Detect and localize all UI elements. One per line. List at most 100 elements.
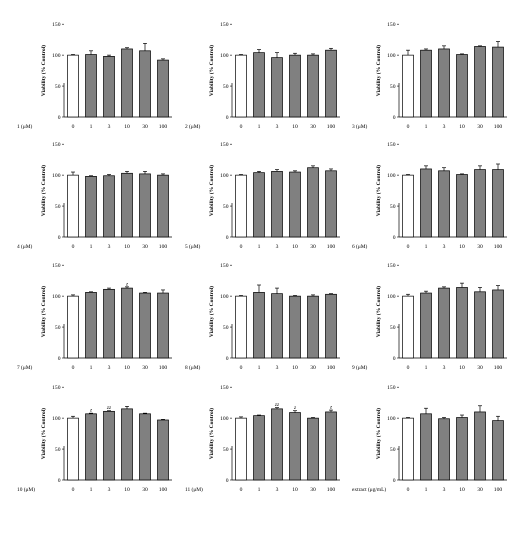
y-tick-label: 0 bbox=[393, 478, 396, 484]
x-tick-label: 10 bbox=[292, 244, 298, 250]
y-tick-label: 50 bbox=[223, 325, 229, 331]
treated-bar bbox=[121, 408, 133, 481]
y-tick-label: 0 bbox=[393, 356, 396, 362]
x-tick-label: 1 bbox=[90, 244, 93, 250]
x-tick-label: 0 bbox=[407, 244, 410, 250]
x-tick-label: 30 bbox=[310, 124, 316, 130]
y-tick-label: 50 bbox=[390, 84, 396, 90]
x-tick-label: 0 bbox=[407, 365, 410, 371]
treated-bar bbox=[438, 287, 450, 359]
compound-label: 2 (μM) bbox=[185, 123, 201, 130]
treated-bar bbox=[139, 50, 151, 118]
compound-label: 5 (μM) bbox=[185, 243, 201, 250]
treated-bar bbox=[253, 415, 265, 481]
chart-panel: 0 50 100 150 Viability (% Control) 5 (μM) 0 1 3 1… bbox=[185, 142, 340, 250]
chart-panel: 0 50 100 150 Viability (% Control) 8 (μM) 0 1 3 1… bbox=[185, 263, 340, 371]
x-tick-label: 3 bbox=[276, 244, 279, 250]
treated-bar bbox=[492, 289, 504, 359]
y-tick-label: 150 bbox=[220, 263, 229, 269]
x-tick-label: 30 bbox=[310, 365, 316, 371]
x-tick-label: 30 bbox=[142, 365, 148, 371]
compound-label: extract (μg/mL) bbox=[352, 486, 386, 493]
y-axis-title: Viability (% Control) bbox=[40, 165, 47, 216]
treated-bar bbox=[492, 169, 504, 238]
x-tick-label: 1 bbox=[90, 124, 93, 130]
treated-bar bbox=[85, 292, 97, 359]
treated-bar bbox=[253, 52, 265, 118]
treated-bar bbox=[85, 54, 97, 118]
treated-bar bbox=[103, 288, 115, 359]
y-tick-label: 100 bbox=[220, 294, 229, 300]
y-tick-label: 50 bbox=[390, 447, 396, 453]
x-tick-label: 1 bbox=[90, 365, 93, 371]
x-tick-label: 3 bbox=[108, 124, 111, 130]
treated-bar bbox=[271, 57, 283, 118]
x-tick-label: 30 bbox=[477, 365, 483, 371]
y-axis-title: Viability (% Control) bbox=[40, 45, 47, 96]
control-bar bbox=[67, 295, 79, 359]
y-tick-label: 50 bbox=[55, 447, 61, 453]
y-tick-label: 100 bbox=[52, 416, 61, 422]
treated-bar bbox=[456, 174, 468, 238]
chart-panel: 0 50 100 150 Viability (% Control) 10 (μM) 0 1 z… bbox=[17, 385, 172, 493]
control-bar bbox=[402, 174, 414, 238]
y-tick-label: 150 bbox=[387, 385, 396, 391]
x-tick-label: 1 bbox=[425, 244, 428, 250]
y-tick-label: 150 bbox=[52, 22, 61, 28]
treated-bar bbox=[307, 54, 319, 118]
y-tick-label: 150 bbox=[52, 263, 61, 269]
x-tick-label: 30 bbox=[142, 244, 148, 250]
y-tick-label: 0 bbox=[58, 235, 61, 241]
significance-mark: zz bbox=[106, 405, 112, 411]
control-bar bbox=[235, 174, 247, 238]
x-tick-label: 0 bbox=[72, 244, 75, 250]
treated-bar bbox=[103, 56, 115, 118]
treated-bar bbox=[121, 172, 133, 238]
treated-bar bbox=[325, 49, 337, 118]
treated-bar bbox=[438, 418, 450, 481]
y-tick-label: 150 bbox=[52, 142, 61, 148]
x-tick-label: 10 bbox=[124, 244, 130, 250]
y-tick-label: 150 bbox=[220, 22, 229, 28]
significance-mark: z bbox=[89, 408, 93, 414]
treated-bar bbox=[289, 171, 301, 238]
treated-bar bbox=[289, 412, 301, 481]
treated-bar bbox=[121, 287, 133, 359]
x-tick-label: 0 bbox=[240, 487, 243, 493]
y-tick-label: 150 bbox=[220, 142, 229, 148]
x-tick-label: 0 bbox=[240, 365, 243, 371]
x-tick-label: 3 bbox=[276, 365, 279, 371]
y-axis-title: Viability (% Control) bbox=[208, 45, 215, 96]
y-axis-title: Viability (% Control) bbox=[40, 408, 47, 459]
treated-bar bbox=[456, 417, 468, 481]
compound-label: 3 (μM) bbox=[352, 123, 368, 130]
treated-bar bbox=[139, 292, 151, 359]
treated-bar bbox=[85, 413, 97, 481]
treated-bar bbox=[103, 175, 115, 238]
y-tick-label: 0 bbox=[58, 478, 61, 484]
y-tick-label: 50 bbox=[390, 325, 396, 331]
x-tick-label: 3 bbox=[108, 487, 111, 493]
y-tick-label: 0 bbox=[226, 356, 229, 362]
compound-label: 10 (μM) bbox=[17, 486, 35, 493]
x-tick-label: 3 bbox=[276, 124, 279, 130]
x-tick-label: 10 bbox=[459, 487, 465, 493]
x-tick-label: 3 bbox=[108, 365, 111, 371]
chart-panel: 0 50 100 150 Viability (% Control) 2 (μM) 0 1 3 1… bbox=[185, 22, 340, 130]
x-tick-label: 10 bbox=[459, 124, 465, 130]
treated-bar bbox=[456, 54, 468, 118]
treated-bar bbox=[139, 173, 151, 238]
x-tick-label: 30 bbox=[310, 244, 316, 250]
control-bar bbox=[235, 417, 247, 481]
treated-bar bbox=[157, 292, 169, 359]
y-tick-label: 100 bbox=[387, 53, 396, 59]
control-bar bbox=[402, 417, 414, 481]
x-tick-label: 3 bbox=[443, 124, 446, 130]
compound-label: 6 (μM) bbox=[352, 243, 368, 250]
x-tick-label: 1 bbox=[425, 124, 428, 130]
x-tick-label: 10 bbox=[124, 487, 130, 493]
y-tick-label: 150 bbox=[387, 22, 396, 28]
treated-bar bbox=[307, 167, 319, 238]
y-axis-title: Viability (% Control) bbox=[375, 286, 382, 337]
treated-bar bbox=[492, 420, 504, 481]
